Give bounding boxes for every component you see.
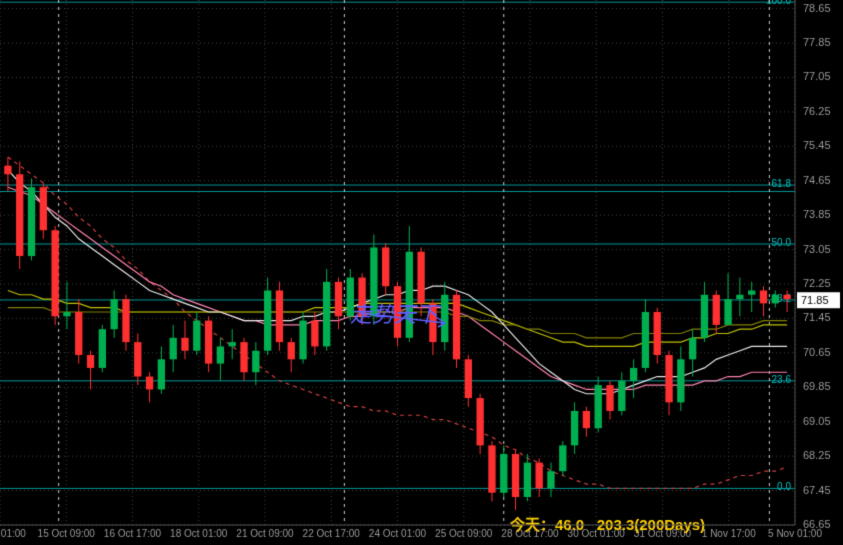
candlestick-chart[interactable] (0, 0, 843, 545)
